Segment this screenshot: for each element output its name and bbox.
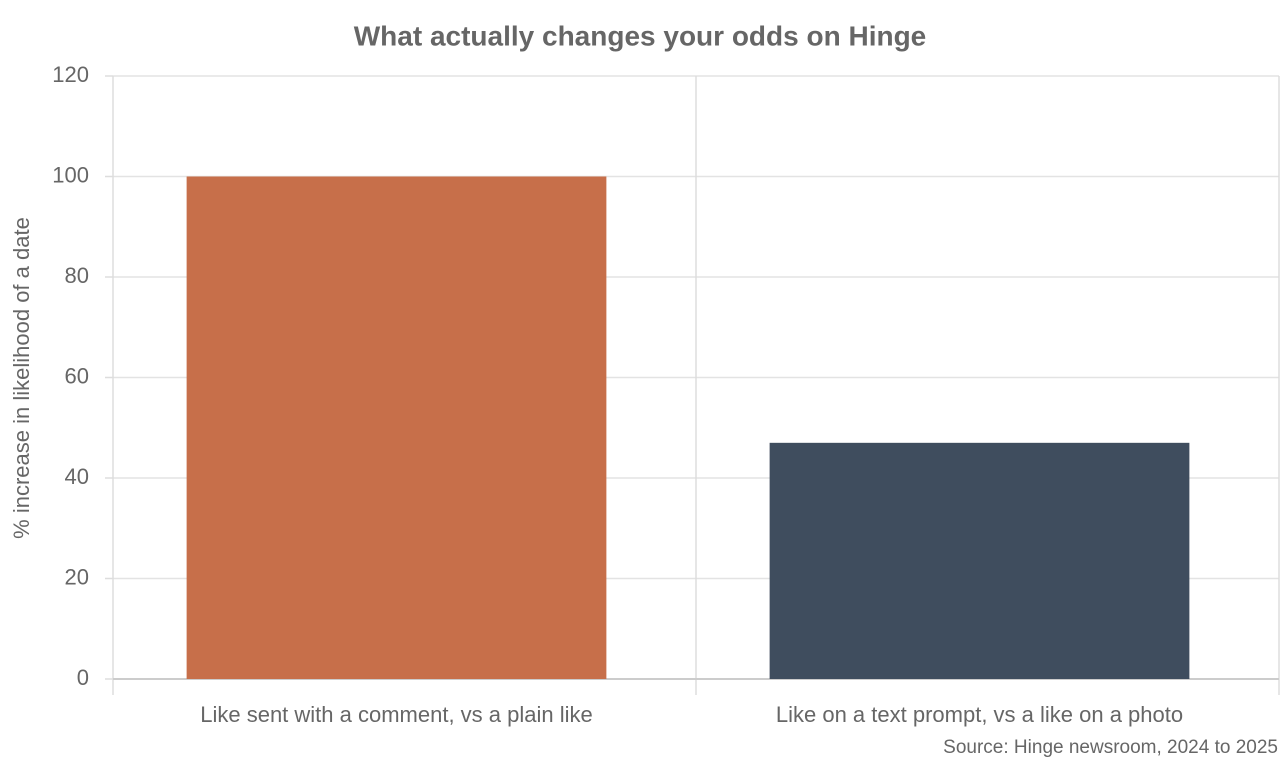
source-note: Source: Hinge newsroom, 2024 to 2025 bbox=[943, 737, 1278, 758]
y-axis-label: % increase in likelihood of a date bbox=[9, 217, 34, 539]
chart-title: What actually changes your odds on Hinge bbox=[354, 20, 927, 51]
y-tick-label: 80 bbox=[65, 263, 89, 288]
x-tick-label: Like sent with a comment, vs a plain lik… bbox=[200, 702, 593, 727]
y-tick-label: 120 bbox=[52, 62, 89, 87]
y-tick-label: 0 bbox=[77, 665, 89, 690]
bar bbox=[769, 442, 1190, 679]
y-tick-label: 60 bbox=[65, 363, 89, 388]
y-tick-label: 20 bbox=[65, 564, 89, 589]
bar bbox=[186, 176, 607, 679]
x-tick-label: Like on a text prompt, vs a like on a ph… bbox=[776, 702, 1183, 727]
y-tick-label: 100 bbox=[52, 162, 89, 187]
y-tick-label: 40 bbox=[65, 464, 89, 489]
